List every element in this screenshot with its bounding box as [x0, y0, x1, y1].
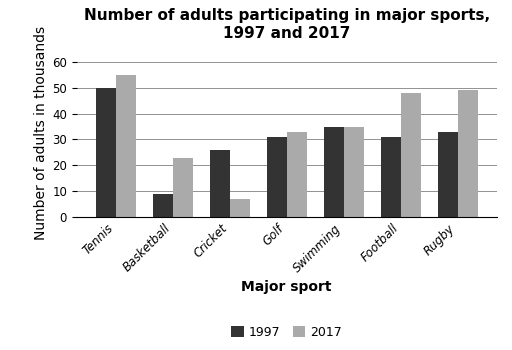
Bar — [438, 132, 458, 217]
Bar — [153, 194, 173, 217]
Bar — [230, 199, 250, 217]
Y-axis label: Number of adults in thousands: Number of adults in thousands — [34, 26, 48, 240]
Bar — [267, 137, 287, 217]
Bar — [324, 127, 344, 217]
Bar — [287, 132, 307, 217]
Bar — [173, 158, 193, 217]
Bar — [458, 90, 478, 217]
Bar — [401, 93, 420, 217]
Legend: 1997, 2017: 1997, 2017 — [226, 321, 347, 344]
X-axis label: Major sport: Major sport — [242, 280, 332, 294]
Bar — [116, 75, 136, 217]
Title: Number of adults participating in major sports,
1997 and 2017: Number of adults participating in major … — [83, 8, 490, 41]
Bar — [344, 127, 364, 217]
Bar — [96, 88, 116, 217]
Bar — [210, 150, 230, 217]
Bar — [381, 137, 401, 217]
